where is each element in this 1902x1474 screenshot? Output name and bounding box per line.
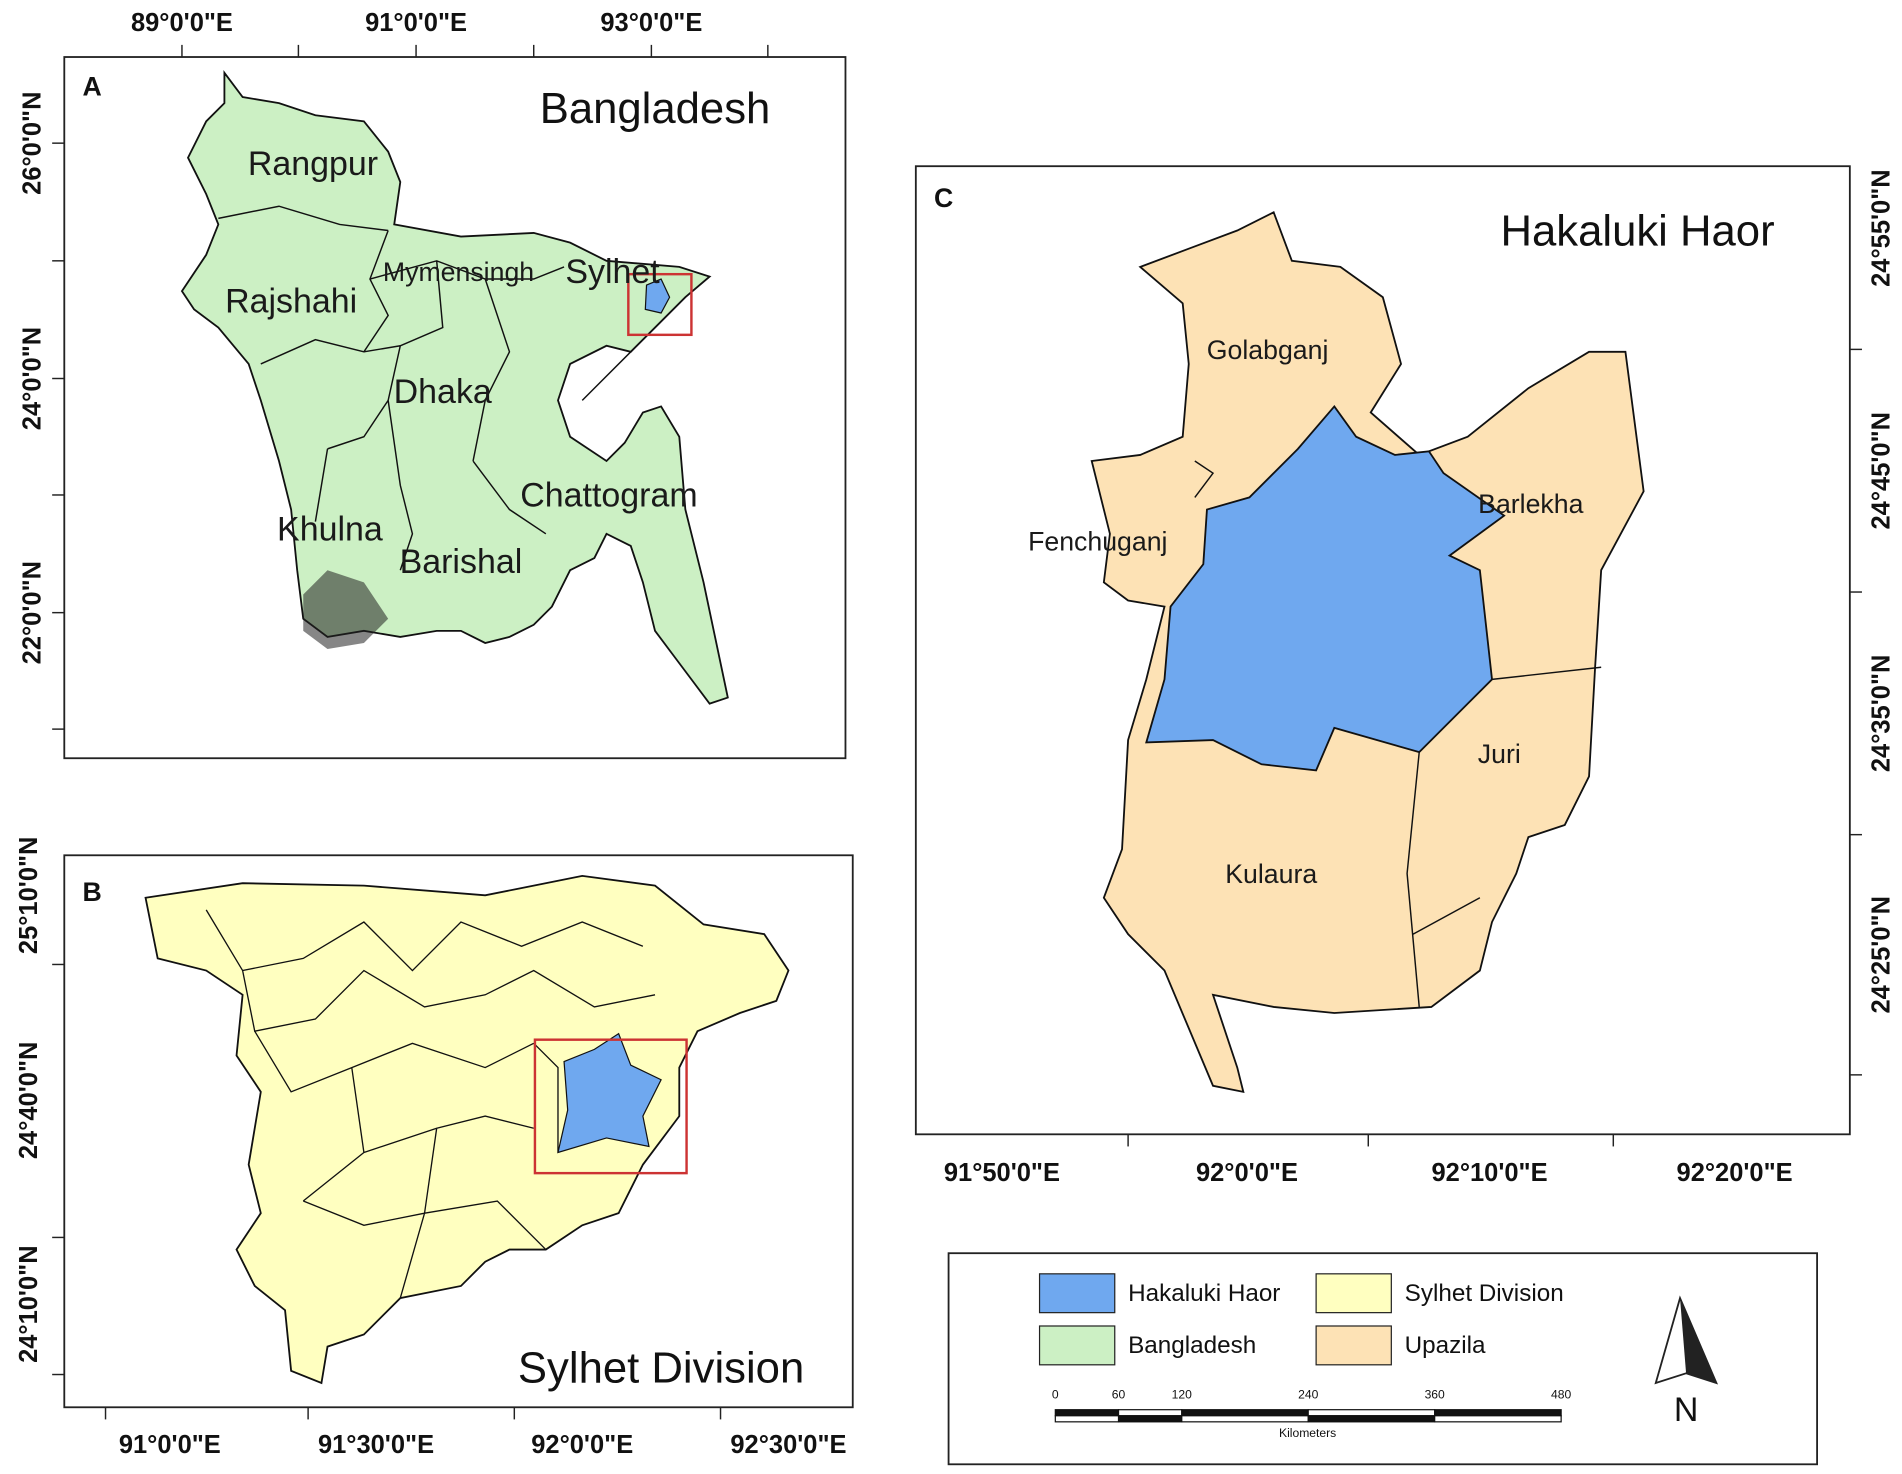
x-coord-label: 91°50'0"E bbox=[944, 1159, 1060, 1187]
scale-segment bbox=[1117, 1415, 1183, 1423]
x-coord-label: 92°0'0"E bbox=[1196, 1159, 1298, 1187]
region-label: Barlekha bbox=[1478, 489, 1583, 519]
x-coord-label: 91°0'0"E bbox=[365, 9, 467, 37]
y-coord-label: 22°0'0"N bbox=[19, 561, 47, 664]
y-coord-label: 24°25'0"N bbox=[1867, 896, 1895, 1014]
region-label: Golabganj bbox=[1207, 335, 1329, 365]
panel-c: C Hakaluki Haor Golabganj Fenchuganj Bar… bbox=[914, 165, 1851, 1136]
region-label: Barishal bbox=[400, 543, 523, 581]
legend-label: Hakaluki Haor bbox=[1128, 1280, 1280, 1307]
x-coord-label: 91°30'0"E bbox=[318, 1431, 434, 1459]
panel-b: B Sylhet Division bbox=[63, 854, 854, 1409]
legend-label: Sylhet Division bbox=[1405, 1280, 1564, 1307]
haor bbox=[644, 278, 671, 314]
y-coord-label: 24°10'0"N bbox=[15, 1245, 43, 1363]
scale-segment bbox=[1181, 1415, 1309, 1423]
legend-label: Bangladesh bbox=[1128, 1332, 1256, 1359]
legend-swatch bbox=[1038, 1325, 1116, 1366]
inset-box bbox=[533, 1038, 688, 1175]
region-label: Fenchuganj bbox=[1028, 527, 1167, 557]
region-label: Rangpur bbox=[248, 145, 378, 183]
scale-label: 120 bbox=[1172, 1387, 1192, 1401]
legend-label: Upazila bbox=[1405, 1332, 1486, 1359]
scale-segment bbox=[1181, 1409, 1309, 1417]
y-coord-label: 24°45'0"N bbox=[1867, 412, 1895, 530]
x-coord-label: 92°30'0"E bbox=[730, 1431, 846, 1459]
region-label: Khulna bbox=[277, 510, 383, 548]
panel-title: Sylhet Division bbox=[518, 1343, 804, 1392]
scale-segment bbox=[1054, 1409, 1120, 1417]
upazila-borders bbox=[205, 909, 656, 1299]
scale-label: 0 bbox=[1052, 1387, 1059, 1401]
frame bbox=[914, 165, 1851, 1136]
legend-swatch bbox=[1315, 1273, 1392, 1314]
scale-segment bbox=[1307, 1415, 1436, 1423]
upazila-borders bbox=[1194, 460, 1602, 1007]
region-label: Rajshahi bbox=[225, 282, 357, 320]
panel-letter: B bbox=[82, 877, 101, 907]
panel-title: Hakaluki Haor bbox=[1500, 207, 1774, 256]
scale-label: 480 bbox=[1551, 1387, 1571, 1401]
sundarbans bbox=[303, 570, 389, 650]
panel-letter: A bbox=[82, 72, 101, 102]
x-coord-label: 92°0'0"E bbox=[531, 1431, 633, 1459]
y-coord-label: 24°0'0"N bbox=[19, 327, 47, 430]
y-coord-label: 24°55'0"N bbox=[1867, 169, 1895, 287]
scale-label: 60 bbox=[1112, 1387, 1126, 1401]
region-label: Sylhet bbox=[565, 253, 660, 291]
scale-segment bbox=[1434, 1415, 1562, 1423]
division-borders bbox=[218, 205, 632, 571]
legend-swatch bbox=[1315, 1325, 1392, 1366]
region-label: Dhaka bbox=[394, 373, 492, 411]
north-arrow-shade bbox=[1680, 1298, 1717, 1384]
north-label: N bbox=[1674, 1391, 1699, 1429]
frame bbox=[63, 56, 847, 760]
scale-segment bbox=[1054, 1415, 1120, 1423]
panel-a: A Bangladesh Rangpur Rajshahi Mymensingh… bbox=[63, 56, 847, 760]
scale-segment bbox=[1117, 1409, 1183, 1417]
scale-unit: Kilometers bbox=[1279, 1426, 1336, 1440]
region-label: Kulaura bbox=[1225, 859, 1317, 889]
y-coord-label: 25°10'0"N bbox=[15, 837, 43, 955]
region-label: Mymensingh bbox=[383, 257, 534, 287]
scale-label: 360 bbox=[1425, 1387, 1445, 1401]
region-label: Chattogram bbox=[520, 476, 697, 514]
frame bbox=[63, 854, 854, 1409]
x-coord-label: 92°20'0"E bbox=[1677, 1159, 1793, 1187]
y-coord-label: 26°0'0"N bbox=[19, 91, 47, 194]
x-coord-label: 91°0'0"E bbox=[119, 1431, 221, 1459]
y-coord-label: 24°40'0"N bbox=[15, 1042, 43, 1160]
scale-segment bbox=[1307, 1409, 1436, 1417]
legend: Hakaluki Haor Sylhet Division Bangladesh… bbox=[947, 1252, 1818, 1466]
y-coord-label: 24°35'0"N bbox=[1867, 655, 1895, 773]
x-coord-label: 89°0'0"E bbox=[131, 9, 233, 37]
x-coord-label: 93°0'0"E bbox=[600, 9, 702, 37]
panel-letter: C bbox=[934, 183, 953, 213]
x-coord-label: 92°10'0"E bbox=[1432, 1159, 1548, 1187]
bangladesh bbox=[180, 70, 729, 705]
scale-segment bbox=[1434, 1409, 1562, 1417]
inset-box bbox=[627, 272, 693, 337]
sylhet-division bbox=[144, 874, 790, 1385]
hakaluki-haor bbox=[1145, 404, 1506, 772]
panel-title: Bangladesh bbox=[540, 84, 771, 133]
legend-swatch bbox=[1038, 1273, 1116, 1314]
scale-label: 240 bbox=[1298, 1387, 1318, 1401]
region-label: Juri bbox=[1478, 739, 1521, 769]
